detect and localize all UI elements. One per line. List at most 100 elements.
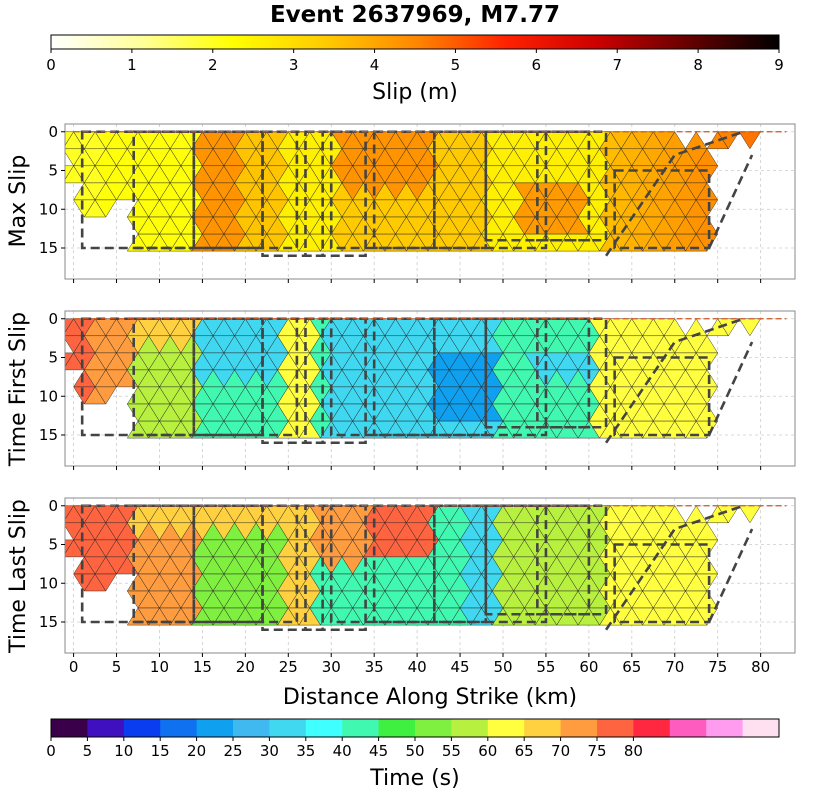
fault-segment-outline [604, 504, 744, 631]
mesh-element [94, 199, 117, 218]
time-colorbar-bin [597, 719, 634, 737]
time-tick-label: 5 [83, 742, 93, 760]
time-colorbar-bin [633, 719, 671, 737]
time-colorbar-bin [378, 719, 416, 737]
y-tick-label: 10 [39, 200, 58, 218]
time-colorbar-bin [123, 719, 161, 737]
time-tick-label: 60 [478, 742, 497, 760]
fault-mesh [65, 318, 762, 439]
x-tick-label: 10 [150, 658, 169, 676]
slip-colorbar: 0 1 2 3 4 5 6 7 8 9 [46, 34, 784, 74]
y-tick-label: 10 [39, 574, 58, 592]
fault-segment-outline [707, 528, 754, 623]
time-colorbar-bin [160, 719, 198, 737]
time-tick-label: 35 [296, 742, 315, 760]
mesh-element [94, 573, 117, 592]
slip-tick-label: 2 [208, 56, 218, 74]
y-axis-label: Time Last Slip [6, 499, 31, 654]
slip-tick-label: 9 [774, 56, 784, 74]
slip-tick-label: 0 [46, 56, 56, 74]
slip-tick-label: 8 [693, 56, 703, 74]
fault-segment-outline [192, 130, 299, 250]
fault-segment-outline [707, 154, 754, 249]
fault-segment-outline [484, 130, 591, 242]
time-colorbar-bin [487, 719, 525, 737]
x-tick-label: 0 [69, 658, 79, 676]
x-tick-label: 70 [665, 658, 684, 676]
panel-frame [64, 310, 796, 467]
x-tick-label: 40 [408, 658, 427, 676]
mesh-element [695, 199, 719, 218]
time-tick-label: 55 [442, 742, 461, 760]
time-colorbar-bin [560, 719, 598, 737]
panel-slip: 0 5 10 15 Max Slip [6, 123, 796, 283]
fault-mesh [65, 131, 762, 252]
fault-segment-outline [432, 317, 548, 437]
time-tick-label: 40 [333, 742, 352, 760]
x-tick-label: 55 [536, 658, 555, 676]
chart-title: Event 2637969, M7.77 [270, 2, 560, 28]
time-colorbar-bin [342, 719, 380, 737]
time-colorbar-bin [305, 719, 343, 737]
fault-segment-outline [613, 543, 711, 624]
x-tick-label: 5 [112, 658, 122, 676]
x-tick-label: 15 [193, 658, 212, 676]
time-colorbar-bin [233, 719, 270, 737]
y-tick-label: 5 [48, 536, 58, 554]
x-tick-label: 80 [751, 658, 770, 676]
fault-segment-outline [613, 169, 711, 250]
y-tick-label: 0 [48, 123, 58, 141]
mesh-element [94, 386, 117, 405]
x-tick-label: 30 [322, 658, 341, 676]
slip-colorbar-label: Slip (m) [372, 80, 458, 105]
time-colorbar-bin [706, 719, 744, 737]
fault-segment-outline [604, 130, 744, 257]
time-colorbar-bin [451, 719, 489, 737]
y-axis-label: Max Slip [6, 155, 31, 248]
fault-segment-outline [192, 317, 299, 437]
x-tick-label: 60 [579, 658, 598, 676]
fault-segment-outline [432, 130, 548, 250]
slip-tick-label: 7 [612, 56, 622, 74]
y-tick-label: 0 [48, 310, 58, 328]
x-tick-label: 45 [451, 658, 470, 676]
y-axis-label: Time First Slip [6, 312, 31, 467]
time-tick-label: 70 [551, 742, 570, 760]
time-colorbar-label: Time (s) [369, 766, 459, 791]
fault-segment-outline [484, 317, 591, 429]
y-tick-label: 10 [39, 387, 58, 405]
mesh-element [695, 386, 719, 405]
fault-segment-outline [192, 504, 299, 624]
fault-segment-outline [432, 504, 548, 624]
fault-mesh [65, 505, 762, 626]
fault-segment-outline [604, 317, 744, 444]
time-tick-label: 15 [151, 742, 170, 760]
y-tick-label: 15 [39, 613, 58, 631]
time-tick-label: 25 [223, 742, 242, 760]
slip-tick-label: 5 [451, 56, 461, 74]
time-tick-label: 30 [260, 742, 279, 760]
fault-segment-outline [484, 504, 591, 616]
time-tick-label: 45 [369, 742, 388, 760]
time-tick-label: 10 [114, 742, 133, 760]
time-colorbar-bin [269, 719, 307, 737]
x-tick-label: 25 [279, 658, 298, 676]
fault-segments [73, 504, 787, 632]
time-colorbar-bin [669, 719, 707, 737]
fault-segment-outline [613, 356, 711, 437]
fault-segments [73, 130, 787, 258]
x-tick-label: 50 [493, 658, 512, 676]
y-tick-label: 15 [39, 239, 58, 257]
time-colorbar-bin [415, 719, 452, 737]
slip-tick-label: 3 [289, 56, 299, 74]
panels: 0 5 10 15 Max Slip 0 5 10 15 Time First Slip 0 5 10 1… [6, 123, 796, 676]
x-tick-label: 75 [708, 658, 727, 676]
fault-segment-outline [707, 341, 754, 436]
slip-tick-label: 4 [370, 56, 380, 74]
slip-colorbar-gradient [50, 34, 780, 50]
time-colorbar-bin [742, 719, 780, 737]
y-tick-label: 0 [48, 497, 58, 515]
time-colorbar-bin [51, 719, 88, 737]
time-colorbar-bin [524, 719, 562, 737]
